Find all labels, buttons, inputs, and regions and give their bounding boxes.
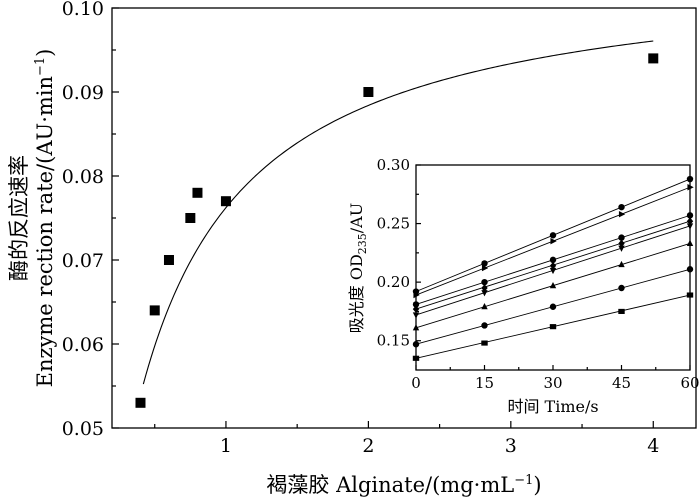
inset-plot: 0 15 30 45 60 0.15 0.20 0.25 0.30 时间 Time/s 吸光度 …	[347, 156, 700, 416]
inset-data-point	[618, 245, 625, 252]
main-x-tick-label: 2	[362, 435, 374, 457]
inset-ticks: 0 15 30 45 60 0.15 0.20 0.25 0.30	[377, 156, 700, 392]
inset-x-tick-label: 60	[680, 374, 699, 392]
inset-data-point	[412, 305, 420, 313]
main-points	[135, 53, 659, 408]
inset-data-point	[481, 340, 488, 346]
inset-data-point	[618, 260, 625, 268]
main-y-axis-label-cn: 酶的反应速率	[7, 155, 31, 281]
inset-x-tick-label: 30	[543, 374, 562, 392]
main-data-point	[220, 196, 231, 207]
inset-data-point	[549, 281, 557, 289]
main-data-point	[163, 255, 174, 265]
inset-x-tick-label: 15	[475, 374, 494, 392]
inset-points	[412, 175, 694, 361]
inset-data-point	[481, 322, 488, 329]
main-data-point	[648, 53, 659, 64]
inset-data-point	[549, 232, 557, 239]
inset-data-point	[549, 261, 557, 270]
inset-data-point	[412, 355, 420, 361]
inset-data-point	[687, 184, 694, 191]
inset-data-point	[549, 324, 557, 330]
main-data-point	[185, 213, 196, 223]
main-y-tick-label: 0.08	[62, 166, 104, 188]
inset-y-tick-label: 0.15	[377, 332, 410, 350]
inset-data-point	[686, 223, 694, 230]
inset-data-point	[618, 203, 625, 211]
inset-data-point	[618, 284, 625, 292]
inset-y-tick-label: 0.30	[377, 156, 410, 174]
inset-data-point	[549, 256, 557, 264]
inset-data-point	[686, 217, 694, 226]
main-y-tick-label: 0.09	[62, 82, 104, 104]
inset-x-tick-label: 0	[411, 374, 421, 392]
inset-data-point	[549, 303, 557, 310]
inset-data-point	[686, 266, 694, 273]
main-y-tick-label: 0.05	[62, 418, 104, 440]
inset-data-point	[549, 267, 557, 275]
main-data-point	[363, 87, 374, 97]
inset-data-point	[412, 341, 420, 348]
inset-y-tick-label: 0.25	[377, 215, 410, 233]
main-y-tick-label: 0.07	[62, 250, 104, 272]
main-y-tick-label: 0.06	[62, 334, 104, 356]
inset-data-point	[412, 312, 420, 319]
inset-data-point	[412, 301, 420, 308]
inset-x-axis-label: 时间 Time/s	[507, 397, 598, 416]
inset-data-point	[481, 303, 488, 310]
main-x-tick-label: 3	[505, 435, 517, 457]
main-y-tick-label: 0.10	[62, 0, 104, 20]
inset-data-point	[618, 308, 625, 314]
inset-data-point	[686, 175, 694, 183]
inset-data-point	[481, 278, 488, 286]
inset-data-point	[481, 260, 488, 267]
inset-data-point	[550, 237, 557, 245]
inset-data-point	[481, 284, 488, 292]
inset-data-point	[618, 239, 625, 248]
inset-data-point	[686, 292, 694, 298]
main-y-axis-label-en: Enzyme rection rate/(AU·min−1)	[33, 49, 57, 388]
main-x-tick-label: 1	[220, 435, 232, 457]
inset-data-point	[481, 290, 488, 297]
main-data-point	[192, 187, 203, 198]
inset-x-tick-label: 45	[612, 374, 631, 392]
inset-y-tick-label: 0.20	[377, 273, 410, 291]
inset-data-point	[686, 239, 694, 247]
inset-data-point	[618, 234, 625, 241]
inset-data-point	[412, 324, 420, 331]
main-plot: 1 2 3 4 0.05 0.06 0.07 0.08 0.09 0.10 褐藻胶 Alginat…	[7, 0, 697, 497]
inset-y-axis-label: 吸光度 OD235/AU	[347, 203, 369, 333]
inset-data-point	[481, 264, 489, 272]
main-data-point	[135, 397, 146, 408]
main-data-point	[149, 305, 160, 316]
main-x-axis-label: 褐藻胶 Alginate/(mg·mL−1)	[266, 473, 541, 497]
inset-data-point	[686, 212, 694, 219]
main-x-tick-label: 4	[647, 435, 659, 457]
inset-data-point	[413, 291, 420, 299]
main-ticks: 1 2 3 4 0.05 0.06 0.07 0.08 0.09 0.10	[62, 0, 660, 457]
inset-data-point	[618, 211, 626, 218]
